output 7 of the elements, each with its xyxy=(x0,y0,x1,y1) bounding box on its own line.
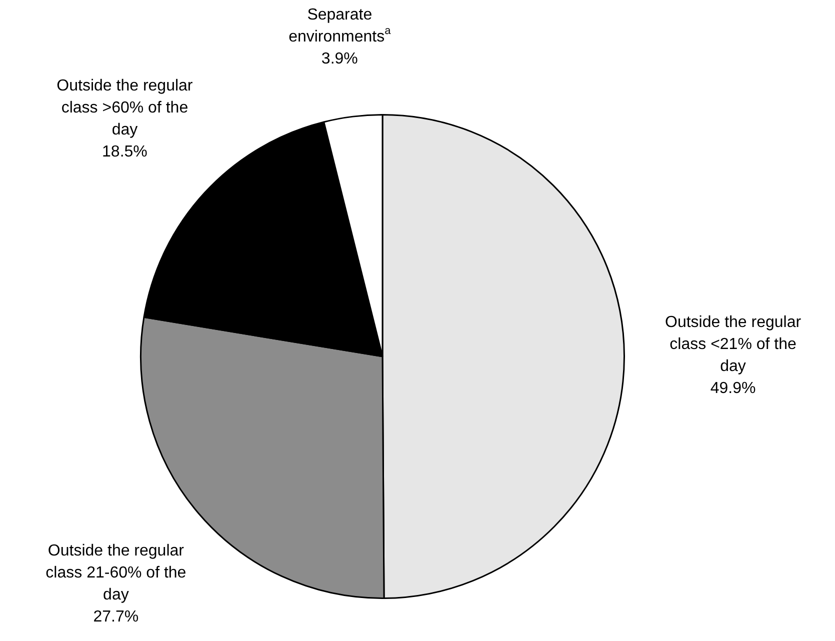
slice-label: Outside the regular class <21% of the day xyxy=(664,314,802,375)
data-label: 3.9% xyxy=(321,50,358,68)
data-label: 49.9% xyxy=(710,380,756,397)
slice-label: Outside the regular class 21-60% of the day xyxy=(46,542,186,604)
slice-label: Outside the regular class >60% of the day xyxy=(56,77,194,138)
data-label: 27.7% xyxy=(93,608,139,626)
data-label: 18.5% xyxy=(102,143,148,160)
